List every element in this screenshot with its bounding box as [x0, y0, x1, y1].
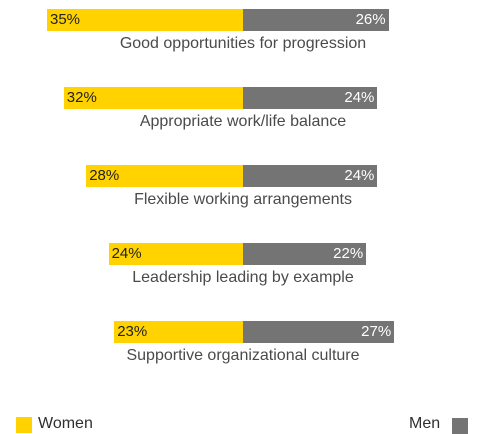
bar-women: 32%: [63, 87, 243, 109]
bar-men: 24%: [243, 165, 378, 187]
bar-men: 22%: [243, 243, 367, 265]
bar-label-women: 35%: [50, 11, 81, 28]
legend-label-men: Men: [409, 415, 441, 432]
bar-women: 35%: [47, 9, 243, 31]
category-label: Appropriate work/life balance: [139, 113, 347, 130]
bar-label-men: 24%: [344, 89, 375, 106]
category-label: Supportive organizational culture: [126, 347, 360, 364]
bar-men: 27%: [243, 321, 395, 343]
bar-label-men: 22%: [333, 245, 364, 262]
category-label: Flexible working arrangements: [134, 191, 352, 208]
category-label: Leadership leading by example: [132, 269, 354, 286]
bar-label-men: 26%: [355, 11, 386, 28]
bar-women: 24%: [108, 243, 243, 265]
bar-men: 24%: [243, 87, 378, 109]
bar-women: 23%: [114, 321, 243, 343]
bar-men: 26%: [243, 9, 389, 31]
bar-label-women: 23%: [117, 323, 148, 340]
bar-women: 28%: [86, 165, 243, 187]
bar-label-men: 27%: [361, 323, 392, 340]
bar-label-women: 24%: [111, 245, 142, 262]
bar-label-men: 24%: [344, 167, 375, 184]
bar-label-women: 32%: [66, 89, 97, 106]
bar-label-women: 28%: [89, 167, 120, 184]
category-label: Good opportunities for progression: [119, 35, 367, 52]
legend-label-women: Women: [38, 415, 93, 432]
legend-swatch-men: [452, 418, 468, 434]
legend-swatch-women: [16, 417, 32, 433]
